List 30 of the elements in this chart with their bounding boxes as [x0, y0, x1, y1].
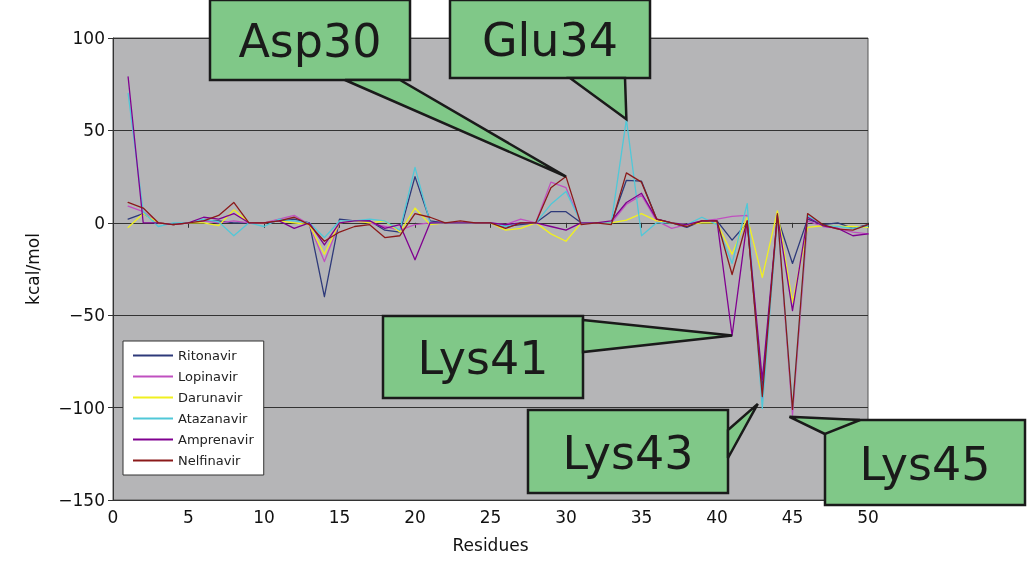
legend-label: Nelfinavir [178, 453, 242, 468]
x-axis-title: Residues [452, 534, 529, 555]
y-tick-label: −50 [69, 305, 105, 326]
legend-label: Darunavir [178, 390, 244, 405]
y-tick-label: −100 [58, 397, 105, 418]
x-tick-label: 5 [183, 506, 194, 527]
legend-label: Atazanavir [178, 411, 249, 426]
x-tick-label: 45 [781, 506, 804, 527]
x-tick-label: 30 [555, 506, 577, 527]
y-tick-label: 100 [72, 28, 105, 48]
legend-label: Lopinavir [178, 369, 239, 384]
legend-label: Amprenavir [178, 432, 255, 447]
x-tick-label: 20 [404, 506, 426, 527]
y-tick-label: −150 [58, 490, 105, 510]
legend-label: Ritonavir [178, 348, 238, 363]
annotation: Asp30 [238, 14, 382, 68]
annotation: Lys41 [417, 331, 549, 385]
y-axis-title: kcal/mol [22, 233, 43, 305]
x-tick-label: 40 [706, 506, 728, 527]
x-tick-label: 15 [328, 506, 351, 527]
x-tick-label: 35 [630, 506, 653, 527]
y-tick-label: 50 [83, 120, 105, 141]
x-tick-label: 0 [107, 506, 119, 527]
y-tick-label: 0 [94, 212, 105, 233]
annotation: Glu34 [481, 13, 619, 67]
x-tick-label: 50 [857, 506, 879, 527]
x-tick-label: 25 [479, 506, 502, 527]
annotation: Lys45 [859, 436, 991, 491]
x-tick-label: 10 [253, 506, 275, 527]
annotation: Lys43 [562, 425, 694, 480]
